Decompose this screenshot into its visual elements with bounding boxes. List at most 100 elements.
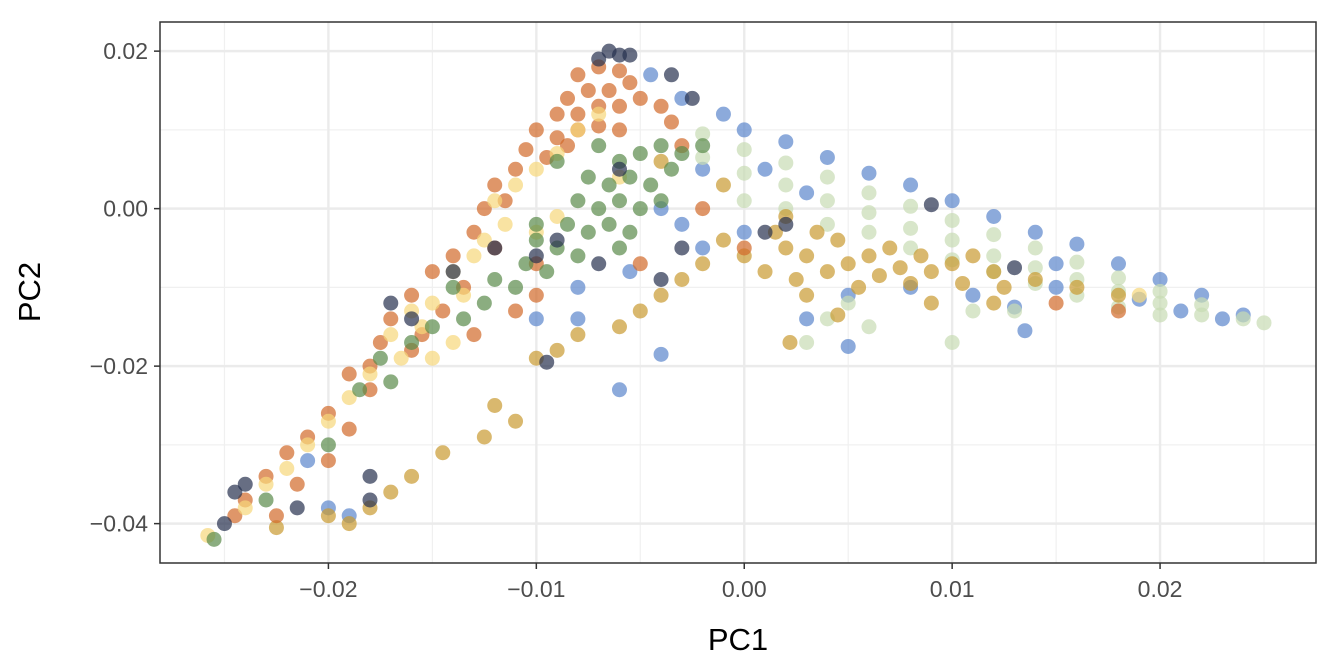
- data-point: [424, 264, 440, 280]
- data-point: [903, 275, 919, 291]
- data-point: [528, 311, 544, 327]
- data-point: [549, 153, 565, 169]
- series-6: [206, 138, 711, 547]
- data-point: [674, 240, 690, 256]
- data-point: [965, 287, 981, 303]
- data-point: [528, 216, 544, 232]
- data-point: [819, 149, 835, 165]
- data-point: [1152, 272, 1168, 288]
- data-point: [632, 201, 648, 217]
- data-point: [809, 224, 825, 240]
- data-point: [674, 146, 690, 162]
- data-point: [986, 295, 1002, 311]
- x-tick-label: −0.01: [507, 576, 565, 602]
- data-point: [903, 177, 919, 193]
- y-tick-label: −0.04: [90, 511, 148, 537]
- data-point: [996, 279, 1012, 295]
- data-point: [362, 366, 378, 382]
- data-point: [279, 445, 295, 461]
- data-point: [268, 520, 284, 536]
- data-point: [528, 161, 544, 177]
- data-point: [944, 232, 960, 248]
- data-point: [362, 382, 378, 398]
- data-point: [445, 248, 461, 264]
- data-point: [424, 350, 440, 366]
- data-point: [320, 437, 336, 453]
- data-point: [830, 232, 846, 248]
- data-point: [861, 248, 877, 264]
- data-point: [986, 264, 1002, 280]
- data-point: [570, 122, 586, 138]
- data-point: [778, 177, 794, 193]
- data-point: [320, 508, 336, 524]
- data-point: [560, 90, 576, 106]
- data-point: [695, 138, 711, 154]
- data-point: [965, 248, 981, 264]
- data-point: [799, 311, 815, 327]
- data-point: [861, 205, 877, 221]
- y-tick-label: 0.00: [103, 196, 148, 222]
- data-point: [663, 114, 679, 130]
- data-point: [819, 216, 835, 232]
- data-point: [1110, 270, 1126, 286]
- data-point: [695, 240, 711, 256]
- data-point: [736, 193, 752, 209]
- data-point: [383, 327, 399, 343]
- data-point: [1235, 311, 1251, 327]
- data-point: [570, 327, 586, 343]
- y-axis: 0.02 0.00 −0.02 −0.04: [90, 38, 160, 537]
- data-point: [549, 209, 565, 225]
- data-point: [570, 67, 586, 83]
- data-point: [528, 287, 544, 303]
- data-point: [1152, 307, 1168, 323]
- data-point: [560, 138, 576, 154]
- data-point: [383, 374, 399, 390]
- data-point: [643, 177, 659, 193]
- data-point: [570, 193, 586, 209]
- data-point: [508, 303, 524, 319]
- data-point: [528, 248, 544, 264]
- series-4: [227, 59, 1126, 524]
- data-point: [695, 201, 711, 217]
- data-point: [622, 47, 638, 63]
- data-point: [674, 90, 690, 106]
- data-point: [1048, 295, 1064, 311]
- data-point: [508, 279, 524, 295]
- data-point: [611, 240, 627, 256]
- data-point: [1152, 295, 1168, 311]
- data-point: [1069, 279, 1085, 295]
- data-point: [404, 335, 420, 351]
- data-point: [757, 264, 773, 280]
- x-tick-label: −0.02: [299, 576, 357, 602]
- x-tick-label: 0.00: [722, 576, 767, 602]
- data-point: [591, 51, 607, 67]
- data-point: [1214, 311, 1230, 327]
- data-point: [830, 307, 846, 323]
- data-point: [955, 275, 971, 291]
- data-point: [653, 153, 669, 169]
- data-point: [487, 193, 503, 209]
- data-point: [1048, 279, 1064, 295]
- data-point: [570, 279, 586, 295]
- data-point: [580, 224, 596, 240]
- data-point: [424, 319, 440, 335]
- y-tick-label: −0.02: [90, 353, 148, 379]
- series-7: [216, 43, 1023, 532]
- data-point: [591, 201, 607, 217]
- data-point: [497, 216, 513, 232]
- data-point: [684, 90, 700, 106]
- data-point: [435, 445, 451, 461]
- data-point: [591, 256, 607, 272]
- data-point: [871, 268, 887, 284]
- data-point: [549, 106, 565, 122]
- data-point: [663, 67, 679, 83]
- data-point: [258, 476, 274, 492]
- data-point: [560, 216, 576, 232]
- data-point: [258, 492, 274, 508]
- data-point: [1110, 256, 1126, 272]
- data-point: [788, 272, 804, 288]
- data-point: [445, 279, 461, 295]
- data-point: [903, 240, 919, 256]
- data-point: [778, 216, 794, 232]
